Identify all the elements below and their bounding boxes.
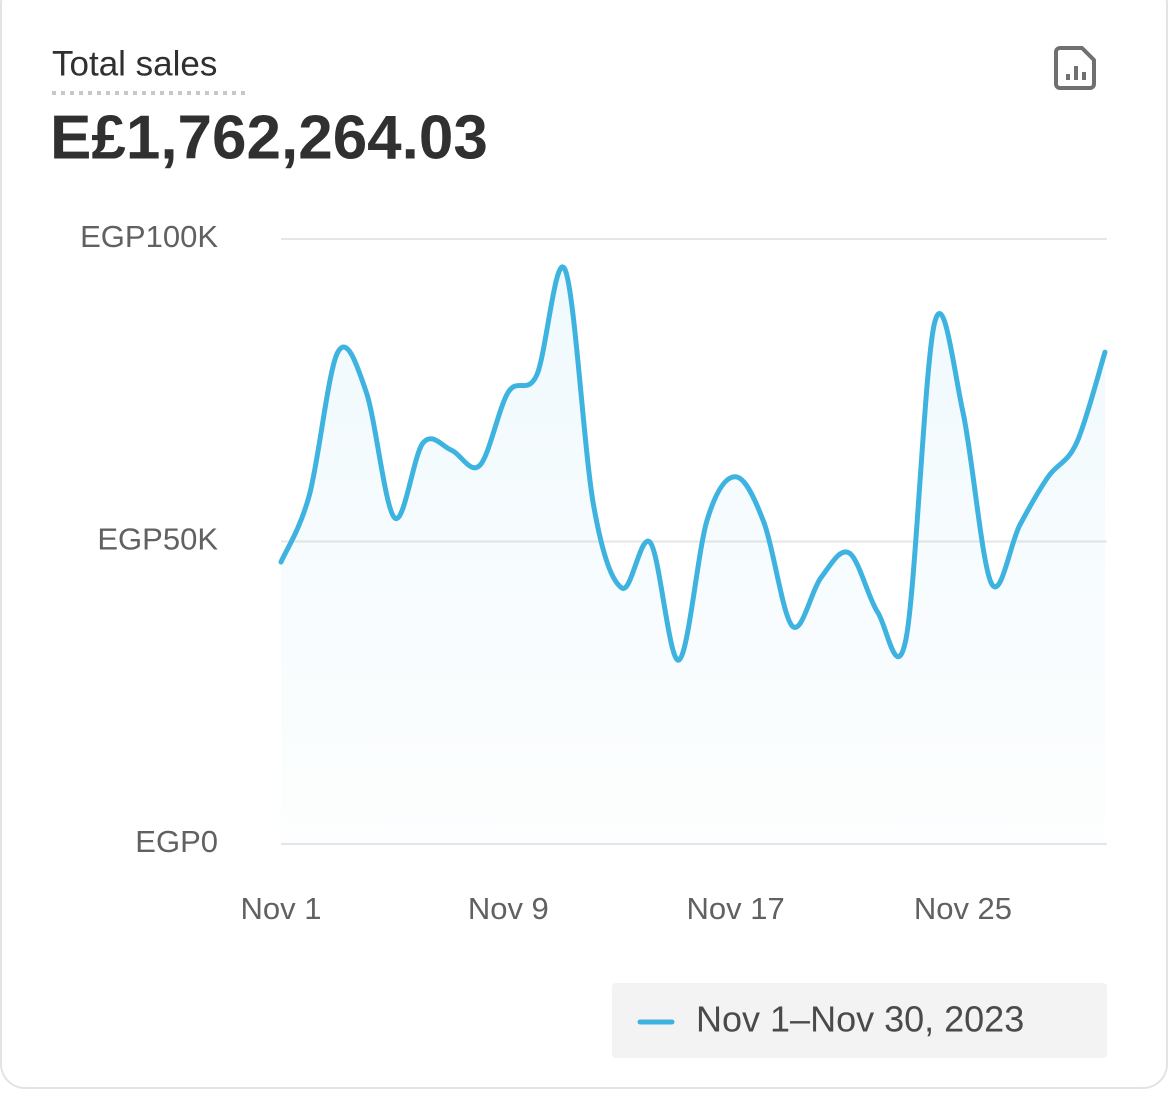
legend-box bbox=[612, 983, 1107, 1058]
report-icon[interactable] bbox=[1054, 46, 1096, 90]
x-tick-label: Nov 9 bbox=[468, 891, 549, 926]
x-tick-label: Nov 1 bbox=[241, 891, 322, 926]
line bbox=[278, 264, 1108, 663]
legend-label: Nov 1–Nov 30, 2023 bbox=[696, 999, 1024, 1040]
x-tick-label: Nov 17 bbox=[687, 891, 785, 926]
y-tick-label: EGP0 bbox=[135, 824, 218, 859]
y-tick-label: EGP50K bbox=[97, 522, 218, 557]
y-tick-label: EGP100K bbox=[80, 219, 218, 254]
total-value: E£1,762,264.03 bbox=[50, 103, 488, 172]
chart-title: Total sales bbox=[52, 44, 217, 83]
x-tick-label: Nov 25 bbox=[914, 891, 1012, 926]
area bbox=[281, 266, 1105, 845]
